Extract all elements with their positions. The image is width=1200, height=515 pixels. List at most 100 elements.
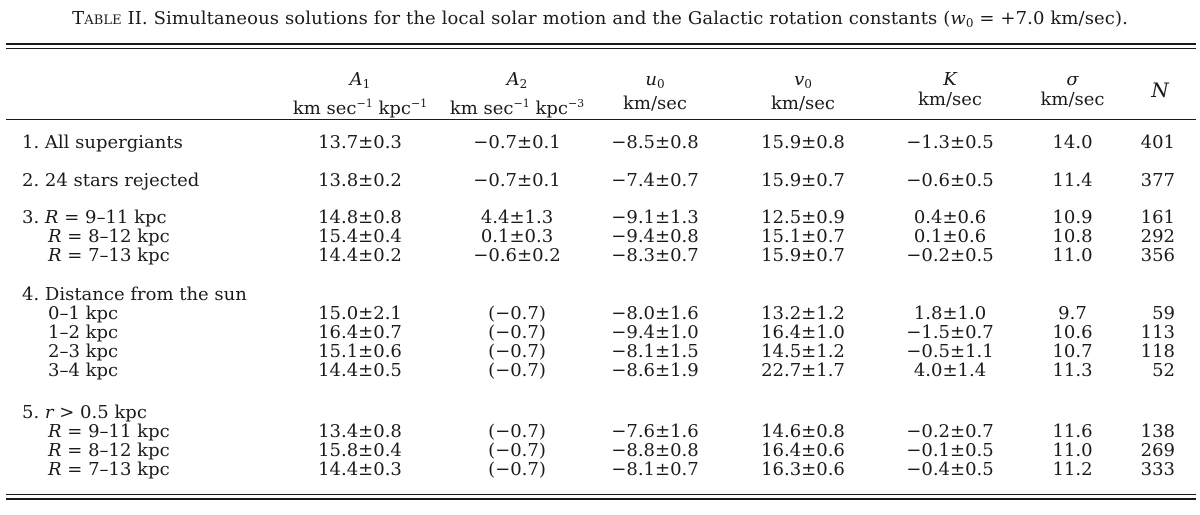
- cell-sigma: 14.0: [1052, 132, 1093, 153]
- row-label: R = 7–13 kpc: [48, 460, 170, 479]
- row-label-variable: r: [44, 402, 54, 423]
- cell-A1: 13.4±0.8: [318, 421, 402, 442]
- unit-part: kpc: [529, 98, 568, 119]
- cell-sigma: 10.9: [1052, 207, 1093, 228]
- cell-sigma: 10.6: [1052, 322, 1093, 343]
- header-A1-subscript: 1: [362, 77, 371, 91]
- bottom-rule-thick: [6, 498, 1196, 500]
- unit-part: kpc: [372, 98, 411, 119]
- cell-A2: (−0.7): [488, 360, 546, 381]
- cell-K: −0.2±0.5: [906, 245, 994, 266]
- header-sigma-unit: km/sec: [1040, 89, 1105, 110]
- cell-u0: −9.1±1.3: [611, 207, 699, 228]
- cell-K: −1.3±0.5: [906, 132, 994, 153]
- row-label-variable: R: [48, 226, 62, 247]
- header-sigma-symbol: σ: [1066, 69, 1079, 90]
- cell-N: 52: [1152, 360, 1175, 381]
- cell-A2: 0.1±0.3: [480, 226, 554, 247]
- cell-A2: (−0.7): [488, 341, 546, 362]
- header-A2: A2 km sec−1 kpc−3: [437, 70, 597, 119]
- cell-K: −0.1±0.5: [906, 440, 994, 461]
- row-label: 0–1 kpc: [48, 304, 118, 323]
- cell-A1: 15.4±0.4: [318, 226, 402, 247]
- row-label-variable: R: [48, 421, 62, 442]
- cell-v0: 12.5±0.9: [761, 207, 845, 228]
- cell-A1: 13.8±0.2: [318, 170, 402, 191]
- cell-u0: −8.6±1.9: [611, 360, 699, 381]
- cell-N: 333: [1140, 459, 1175, 480]
- cell-sigma: 10.7: [1052, 341, 1093, 362]
- cell-K: 0.4±0.6: [913, 207, 987, 228]
- header-u0-subscript: 0: [656, 77, 665, 91]
- cell-A1: 13.7±0.3: [318, 132, 402, 153]
- cell-N: 401: [1140, 132, 1175, 153]
- cell-A1: 14.4±0.2: [318, 245, 402, 266]
- row-label-variable: R: [48, 245, 62, 266]
- cell-K: −0.4±0.5: [906, 459, 994, 480]
- cell-sigma: 11.4: [1052, 170, 1093, 191]
- cell-v0: 15.9±0.8: [761, 132, 845, 153]
- cell-v0: 16.4±0.6: [761, 440, 845, 461]
- row-label-number: 3.: [22, 207, 45, 228]
- header-u0-unit: km/sec: [622, 93, 687, 114]
- cell-N: 269: [1140, 440, 1175, 461]
- row-label-text: > 0.5 kpc: [53, 402, 147, 423]
- cell-u0: −8.0±1.6: [611, 303, 699, 324]
- cell-A1: 15.1±0.6: [318, 341, 402, 362]
- unit-part: km sec: [449, 98, 514, 119]
- row-label-text: 4. Distance from the sun: [22, 284, 247, 305]
- top-rule-thin: [6, 48, 1196, 49]
- caption-param-symbol: w: [950, 8, 966, 29]
- row-label: R = 7–13 kpc: [48, 246, 170, 265]
- header-A1-unit: km sec−1 kpc−1: [285, 94, 435, 119]
- cell-A2: −0.7±0.1: [473, 132, 561, 153]
- row-label-text: 1–2 kpc: [48, 322, 119, 343]
- row-label: 1–2 kpc: [48, 323, 118, 342]
- caption-param-subscript: 0: [965, 16, 974, 30]
- row-label: 5. r > 0.5 kpc: [22, 403, 147, 422]
- row-label: 3–4 kpc: [48, 361, 118, 380]
- cell-u0: −8.5±0.8: [611, 132, 699, 153]
- cell-sigma: 11.6: [1052, 421, 1093, 442]
- cell-u0: −8.1±0.7: [611, 459, 699, 480]
- cell-A1: 15.0±2.1: [318, 303, 402, 324]
- cell-N: 118: [1140, 341, 1175, 362]
- cell-u0: −8.8±0.8: [611, 440, 699, 461]
- row-label-variable: R: [48, 459, 62, 480]
- header-A1-symbol: A: [349, 69, 363, 90]
- cell-v0: 14.6±0.8: [761, 421, 845, 442]
- cell-u0: −7.6±1.6: [611, 421, 699, 442]
- cell-A2: −0.6±0.2: [473, 245, 561, 266]
- cell-sigma: 11.2: [1052, 459, 1093, 480]
- header-sigma: σ km/sec: [1015, 70, 1130, 110]
- header-A2-unit: km sec−1 kpc−3: [437, 94, 597, 119]
- cell-N: 59: [1152, 303, 1175, 324]
- row-label: R = 9–11 kpc: [48, 422, 170, 441]
- row-label: 1. All supergiants: [22, 133, 183, 152]
- cell-N: 138: [1140, 421, 1175, 442]
- cell-A1: 14.8±0.8: [318, 207, 402, 228]
- cell-A1: 14.4±0.3: [318, 459, 402, 480]
- cell-N: 377: [1140, 170, 1175, 191]
- cell-v0: 15.1±0.7: [761, 226, 845, 247]
- cell-v0: 22.7±1.7: [761, 360, 845, 381]
- cell-A2: 4.4±1.3: [480, 207, 554, 228]
- cell-N: 292: [1140, 226, 1175, 247]
- cell-A1: 15.8±0.4: [318, 440, 402, 461]
- header-K-symbol: K: [943, 69, 957, 90]
- cell-A1: 14.4±0.5: [318, 360, 402, 381]
- row-label: R = 8–12 kpc: [48, 441, 170, 460]
- caption-param-value: = +7.0 km/sec).: [973, 8, 1128, 29]
- row-label: 2. 24 stars rejected: [22, 171, 199, 190]
- header-A2-symbol: A: [506, 69, 520, 90]
- row-label: R = 8–12 kpc: [48, 227, 170, 246]
- cell-K: 1.8±1.0: [913, 303, 987, 324]
- unit-exponent: −3: [567, 97, 585, 110]
- row-label-text: = 8–12 kpc: [61, 226, 170, 247]
- cell-v0: 16.3±0.6: [761, 459, 845, 480]
- row-label-text: 2. 24 stars rejected: [22, 170, 200, 191]
- cell-A2: (−0.7): [488, 322, 546, 343]
- row-label-text: 2–3 kpc: [48, 341, 119, 362]
- cell-K: −0.5±1.1: [906, 341, 994, 362]
- header-v0-unit: km/sec: [770, 93, 835, 114]
